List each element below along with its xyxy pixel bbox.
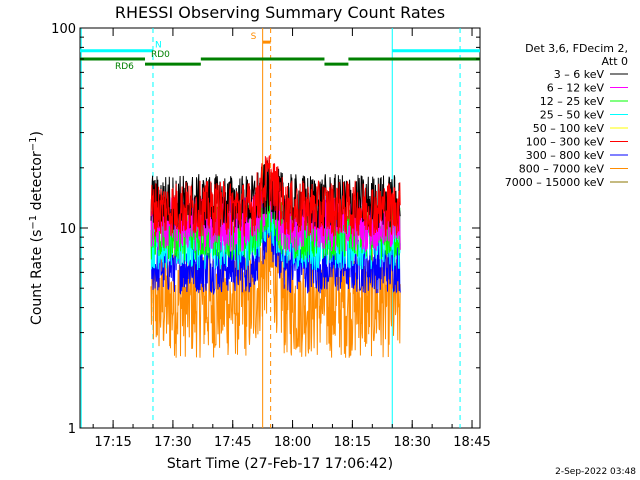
vertical-markers — [80, 28, 461, 428]
y-axis-label-mid: detector — [29, 151, 45, 215]
y-axis-label: Count Rate (s−1 detector−1) — [28, 131, 45, 325]
y-axis-label-main: Count Rate (s — [29, 230, 45, 325]
axes: 17:15 17:30 17:45 18:00 18:15 18:30 18:45 1 10 10… — [51, 22, 491, 450]
chart-title: RHESSI Observing Summary Count Rates — [115, 3, 445, 22]
state-label-rd0: RD0 — [151, 50, 170, 60]
legend-label-4: 50 – 100 keV — [533, 122, 605, 135]
legend-label-2: 12 – 25 keV — [540, 95, 605, 108]
x-tick-label-3: 18:00 — [274, 435, 311, 450]
x-tick-label-5: 18:30 — [393, 435, 430, 450]
series-line-4 — [150, 155, 401, 238]
x-tick-label-1: 17:30 — [154, 435, 191, 450]
series-line-0 — [150, 160, 401, 230]
x-tick-label-4: 18:15 — [334, 435, 371, 450]
y-tick-label-2: 100 — [51, 22, 76, 37]
x-tick-label-0: 17:15 — [94, 435, 131, 450]
legend-label-5: 100 – 300 keV — [526, 136, 605, 149]
y-tick-label-0: 1 — [68, 422, 76, 437]
legend-label-8: 7000 – 15000 keV — [505, 176, 605, 189]
legend-header-0: Det 3,6, FDecim 2, — [525, 42, 628, 55]
y-axis-label-end: ) — [29, 131, 45, 136]
x-tick-label-2: 17:45 — [214, 435, 251, 450]
y-axis-label-sup1: −1 — [28, 215, 39, 230]
legend-label-0: 3 – 6 keV — [554, 68, 605, 81]
x-axis-label: Start Time (27-Feb-17 17:06:42) — [167, 456, 393, 472]
y-tick-label-1: 10 — [59, 222, 76, 237]
footer-date: 2-Sep-2022 03:48 — [555, 467, 636, 477]
legend-label-3: 25 – 50 keV — [540, 109, 605, 122]
y-axis-label-sup2: −1 — [28, 137, 39, 152]
legend-label-7: 800 – 7000 keV — [519, 163, 605, 176]
legend-label-1: 6 – 12 keV — [547, 82, 605, 95]
state-label-rd6: RD6 — [115, 62, 134, 72]
state-label-s: S — [251, 32, 257, 42]
legend-label-6: 300 – 800 keV — [526, 149, 605, 162]
series-group — [150, 155, 401, 358]
x-tick-label-6: 18:45 — [453, 435, 490, 450]
state-label-n: N — [155, 41, 162, 51]
legend-header-1: Att 0 — [602, 55, 628, 68]
